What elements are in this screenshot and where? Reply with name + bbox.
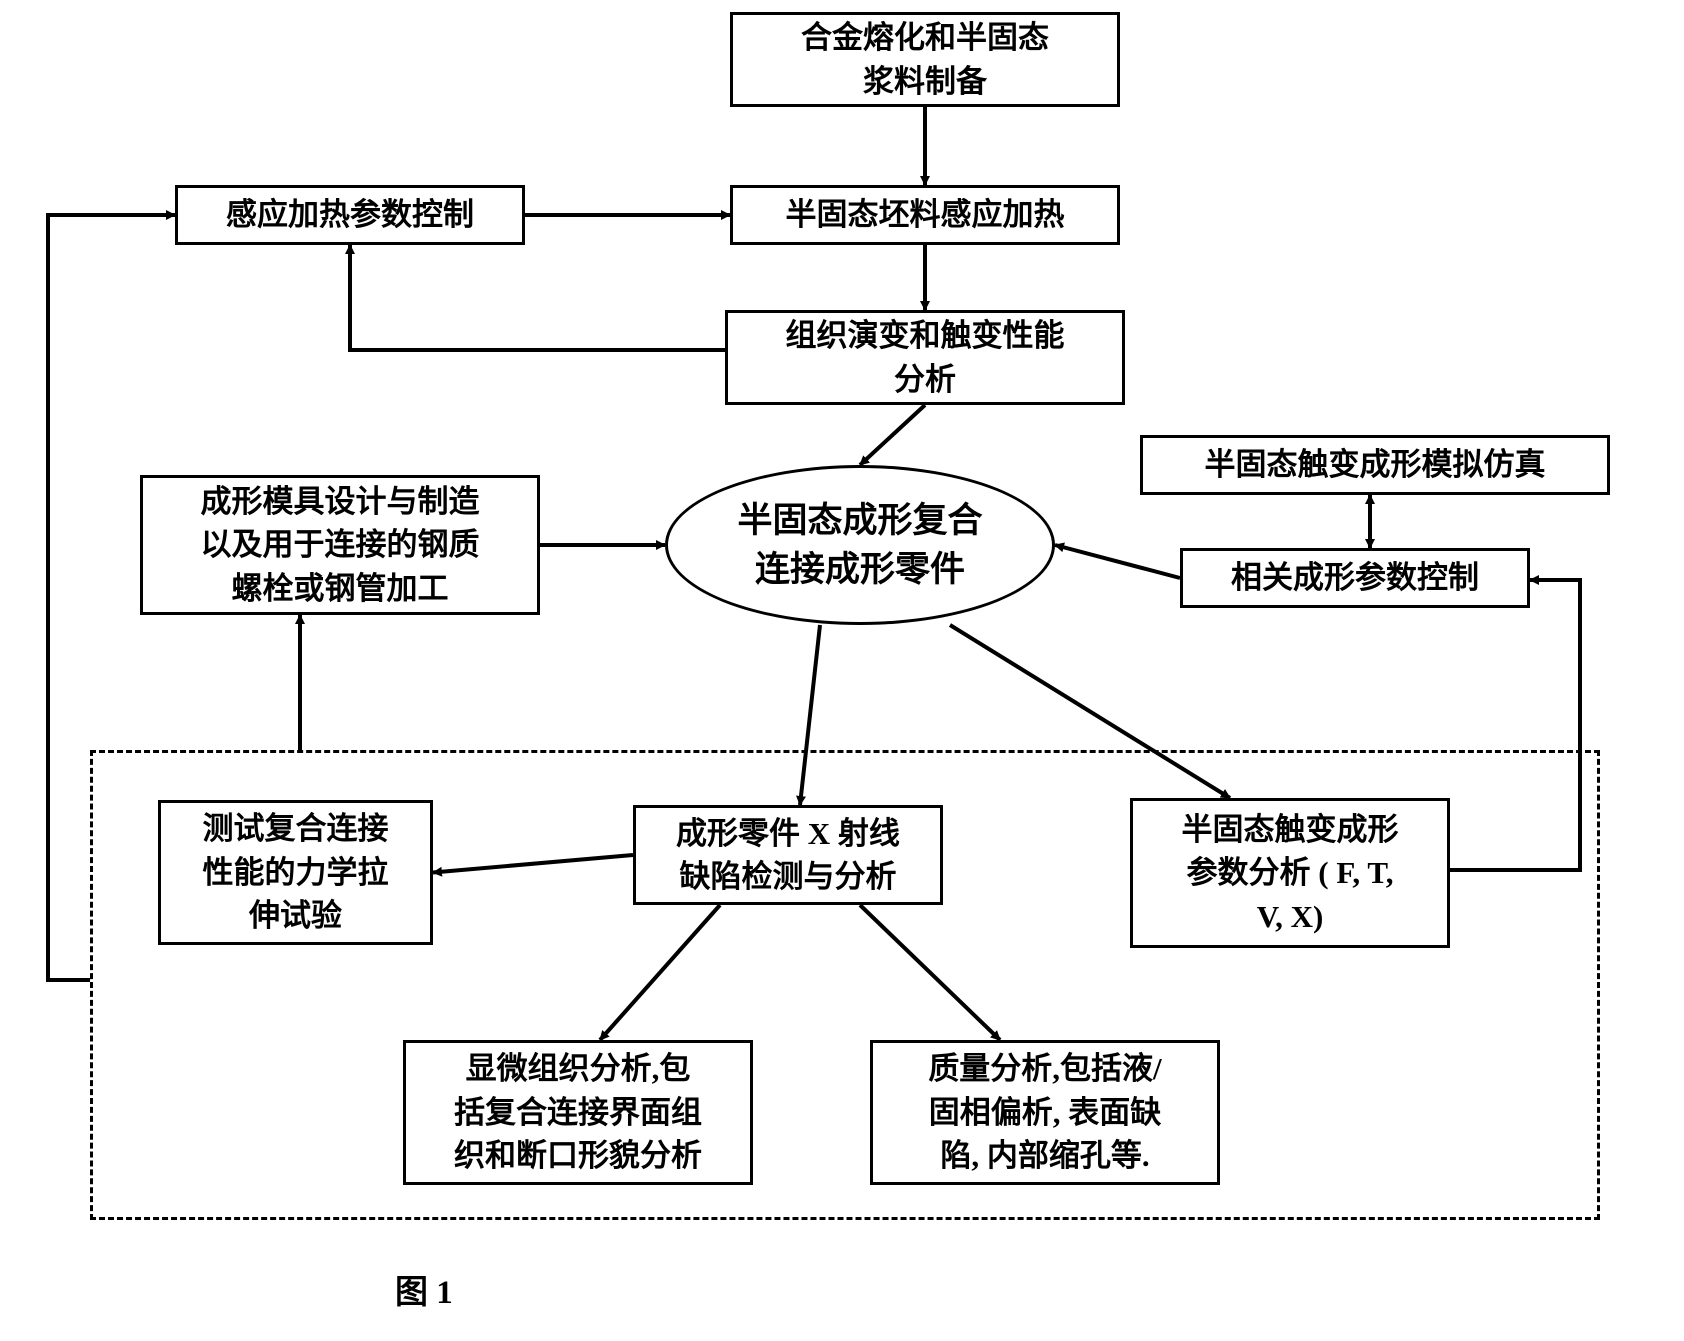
node-label: 合金熔化和半固态浆料制备: [801, 16, 1049, 103]
node-n5: 成形模具设计与制造以及用于连接的钢质螺栓或钢管加工: [140, 475, 540, 615]
node-n2: 感应加热参数控制: [175, 185, 525, 245]
node-n7: 半固态触变成形模拟仿真: [1140, 435, 1610, 495]
node-label: 相关成形参数控制: [1231, 556, 1479, 599]
node-n3: 半固态坯料感应加热: [730, 185, 1120, 245]
node-n8: 相关成形参数控制: [1180, 548, 1530, 608]
node-n4: 组织演变和触变性能分析: [725, 310, 1125, 405]
node-label: 感应加热参数控制: [226, 193, 474, 236]
node-label: 半固态触变成形模拟仿真: [1205, 443, 1546, 486]
node-label: 半固态成形复合连接成形零件: [737, 496, 982, 594]
node-label: 组织演变和触变性能分析: [786, 314, 1065, 401]
analysis-group-box: [90, 750, 1600, 1220]
figure-caption: 图 1: [395, 1265, 453, 1313]
node-label: 成形模具设计与制造以及用于连接的钢质螺栓或钢管加工: [201, 480, 480, 610]
node-n1: 合金熔化和半固态浆料制备: [730, 12, 1120, 107]
node-n6: 半固态成形复合连接成形零件: [665, 465, 1055, 625]
node-label: 半固态坯料感应加热: [786, 193, 1065, 236]
